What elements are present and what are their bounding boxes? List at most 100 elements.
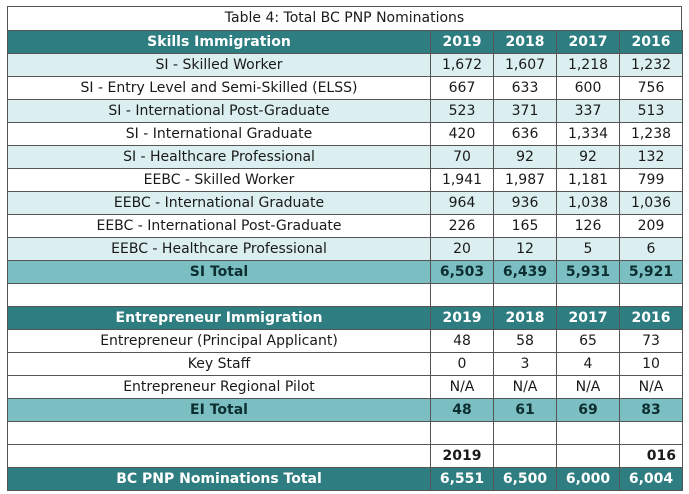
value-cell: 2016 [619, 30, 683, 54]
value-cell: 016 [619, 444, 683, 468]
skills-data-row: SI - Healthcare Professional 70 92 92 132 [7, 145, 683, 169]
table-caption: Table 4: Total BC PNP Nominations [7, 6, 682, 30]
value-cell: N/A [556, 375, 620, 399]
row-label-cell: Key Staff [7, 352, 431, 376]
value-cell: 1,038 [556, 191, 620, 215]
value-cell: 132 [619, 145, 683, 169]
value-cell: 5,921 [619, 260, 683, 284]
value-cell: 371 [493, 99, 557, 123]
value-cell: 1,036 [619, 191, 683, 215]
value-cell: N/A [430, 375, 494, 399]
value-cell: 1,334 [556, 122, 620, 146]
row-label-cell: EEBC - Skilled Worker [7, 168, 431, 192]
value-cell: 3 [493, 352, 557, 376]
grand-years-row: 2019 016 [7, 444, 683, 468]
si-total-row: SI Total 6,503 6,439 5,931 5,921 [7, 260, 683, 284]
value-cell [556, 283, 620, 307]
row-label-cell: Entrepreneur (Principal Applicant) [7, 329, 431, 353]
value-cell: 2016 [619, 306, 683, 330]
value-cell: 513 [619, 99, 683, 123]
value-cell: 4 [556, 352, 620, 376]
value-cell: 2018 [493, 30, 557, 54]
value-cell: 936 [493, 191, 557, 215]
row-label-cell: SI - International Post-Graduate [7, 99, 431, 123]
row-label-cell: EEBC - Healthcare Professional [7, 237, 431, 261]
value-cell [556, 421, 620, 445]
entrepreneur-data-row: Entrepreneur (Principal Applicant) 48 58 65… [7, 329, 683, 353]
value-cell: 420 [430, 122, 494, 146]
value-cell: 73 [619, 329, 683, 353]
value-cell: 799 [619, 168, 683, 192]
value-cell: 756 [619, 76, 683, 100]
value-cell: 83 [619, 398, 683, 422]
row-label-cell: EI Total [7, 398, 431, 422]
value-cell: 10 [619, 352, 683, 376]
value-cell: 58 [493, 329, 557, 353]
entrepreneur-data-row: Key Staff 0 3 4 10 [7, 352, 683, 376]
grand-total-row: BC PNP Nominations Total 6,551 6,500 6,000 6… [7, 467, 683, 491]
value-cell: 6 [619, 237, 683, 261]
value-cell: N/A [619, 375, 683, 399]
value-cell: 523 [430, 99, 494, 123]
value-cell: 226 [430, 214, 494, 238]
value-cell: 65 [556, 329, 620, 353]
skills-data-row: EEBC - International Post-Graduate 226 165… [7, 214, 683, 238]
value-cell: N/A [493, 375, 557, 399]
value-cell: 48 [430, 329, 494, 353]
value-cell: 6,503 [430, 260, 494, 284]
value-cell: 1,987 [493, 168, 557, 192]
value-cell: 6,004 [619, 467, 683, 491]
value-cell: 165 [493, 214, 557, 238]
value-cell: 1,238 [619, 122, 683, 146]
table-body: Skills Immigration 2019 2018 2017 2016 SI - S… [7, 30, 683, 491]
value-cell: 6,551 [430, 467, 494, 491]
value-cell: 964 [430, 191, 494, 215]
value-cell: 667 [430, 76, 494, 100]
value-cell: 2019 [430, 444, 494, 468]
skills-data-row: SI - Entry Level and Semi-Skilled (ELSS)… [7, 76, 683, 100]
spacer-row [7, 421, 683, 445]
value-cell: 6,500 [493, 467, 557, 491]
value-cell [556, 444, 620, 468]
value-cell: 1,607 [493, 53, 557, 77]
skills-header-row: Skills Immigration 2019 2018 2017 2016 [7, 30, 683, 54]
value-cell: 5,931 [556, 260, 620, 284]
value-cell: 70 [430, 145, 494, 169]
value-cell: 2019 [430, 30, 494, 54]
value-cell: 1,218 [556, 53, 620, 77]
value-cell: 636 [493, 122, 557, 146]
row-label-cell [7, 421, 431, 445]
value-cell [493, 444, 557, 468]
value-cell: 633 [493, 76, 557, 100]
value-cell: 600 [556, 76, 620, 100]
entrepreneur-data-row: Entrepreneur Regional Pilot N/A N/A N/A N/A [7, 375, 683, 399]
value-cell: 92 [493, 145, 557, 169]
value-cell [619, 283, 683, 307]
value-cell: 6,439 [493, 260, 557, 284]
value-cell: 2019 [430, 306, 494, 330]
row-label-cell [7, 444, 431, 468]
nominations-table-container: Table 4: Total BC PNP Nominations Skills… [7, 6, 683, 491]
entrepreneur-header-row: Entrepreneur Immigration 2019 2018 2017 2016 [7, 306, 683, 330]
row-label-cell: SI Total [7, 260, 431, 284]
value-cell: 2017 [556, 30, 620, 54]
ei-total-row: EI Total 48 61 69 83 [7, 398, 683, 422]
value-cell: 1,181 [556, 168, 620, 192]
value-cell: 1,672 [430, 53, 494, 77]
row-label-cell: SI - Healthcare Professional [7, 145, 431, 169]
value-cell: 48 [430, 398, 494, 422]
value-cell: 1,232 [619, 53, 683, 77]
skills-data-row: EEBC - International Graduate 964 936 1,038… [7, 191, 683, 215]
spacer-row [7, 283, 683, 307]
row-label-cell: Skills Immigration [7, 30, 431, 54]
value-cell: 0 [430, 352, 494, 376]
value-cell: 5 [556, 237, 620, 261]
value-cell [430, 283, 494, 307]
row-label-cell: SI - International Graduate [7, 122, 431, 146]
row-label-cell: Entrepreneur Immigration [7, 306, 431, 330]
value-cell [493, 283, 557, 307]
value-cell: 6,000 [556, 467, 620, 491]
row-label-cell: SI - Skilled Worker [7, 53, 431, 77]
row-label-cell: EEBC - International Graduate [7, 191, 431, 215]
skills-data-row: SI - International Graduate 420 636 1,334 1,… [7, 122, 683, 146]
